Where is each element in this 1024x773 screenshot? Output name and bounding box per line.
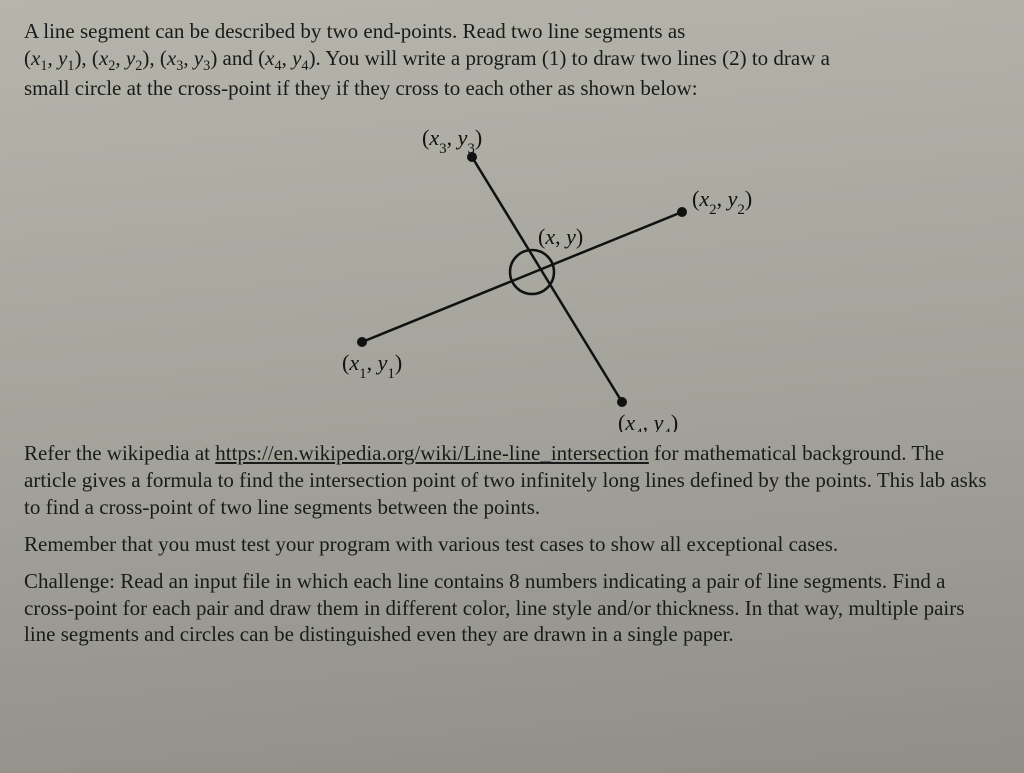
label-p3: (x3, y3) — [422, 125, 482, 157]
t: x — [99, 46, 108, 70]
document-page: A line segment can be described by two e… — [0, 0, 1024, 773]
line-intersection-diagram: (x3, y3) (x2, y2) (x, y) (x1, y1) (x4, y4) — [192, 112, 832, 432]
segment-p1-p2 — [362, 212, 682, 342]
label-cross: (x, y) — [538, 224, 583, 249]
remember-paragraph: Remember that you must test your program… — [24, 531, 1000, 558]
t: x — [31, 46, 40, 70]
intro-line3: small circle at the cross-point if they … — [24, 76, 698, 100]
label-p2: (x2, y2) — [692, 186, 752, 218]
intro-line1: A line segment can be described by two e… — [24, 19, 685, 43]
diagram-container: (x3, y3) (x2, y2) (x, y) (x1, y1) (x4, y4) — [24, 112, 1000, 432]
label-p1: (x1, y1) — [342, 350, 402, 382]
t: ), ( — [74, 46, 99, 70]
point-p4 — [617, 397, 627, 407]
t: ), ( — [142, 46, 167, 70]
intro-paragraph: A line segment can be described by two e… — [24, 18, 1000, 102]
refer-paragraph: Refer the wikipedia at https://en.wikipe… — [24, 440, 1000, 521]
segment-p3-p4 — [472, 157, 622, 402]
t: y — [58, 46, 67, 70]
t: x — [167, 46, 176, 70]
t: , — [115, 46, 126, 70]
intro-coords: (x1, y1), (x2, y2), (x3, y3) and (x4, y4… — [24, 46, 830, 70]
wiki-link[interactable]: https://en.wikipedia.org/wiki/Line-line_… — [215, 441, 649, 465]
t: ). You will write a program (1) to draw … — [309, 46, 830, 70]
t: , — [282, 46, 293, 70]
t: , — [183, 46, 194, 70]
t: 4 — [301, 58, 308, 74]
t: ( — [24, 46, 31, 70]
t: y — [194, 46, 203, 70]
t: 4 — [274, 58, 281, 74]
t: ) and ( — [210, 46, 265, 70]
label-p4: (x4, y4) — [618, 410, 678, 432]
point-p1 — [357, 337, 367, 347]
refer-t1: Refer the wikipedia at — [24, 441, 215, 465]
t: y — [126, 46, 135, 70]
challenge-paragraph: Challenge: Read an input file in which e… — [24, 568, 1000, 649]
t: , — [47, 46, 58, 70]
point-p2 — [677, 207, 687, 217]
